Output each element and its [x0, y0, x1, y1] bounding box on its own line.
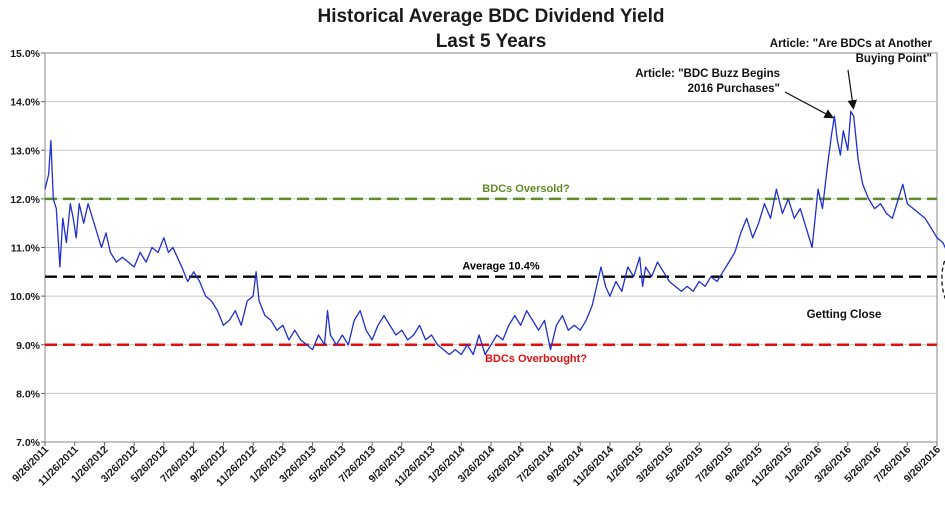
annotation-getting-close-text: Getting Close	[807, 309, 882, 321]
annotation-bdc-buzz-text: Article: "BDC Buzz Begins 2016 Purchases"	[635, 68, 780, 95]
annotation-getting-close-line: Getting Close	[807, 309, 882, 321]
annotation-buying-point-line: Article: "Are BDCs at Another	[770, 38, 933, 50]
y-tick-label: 9.0%	[16, 340, 41, 352]
annotations: Article: "BDC Buzz Begins 2016 Purchases"…	[635, 38, 945, 321]
annotation-bdc-buzz-line: Article: "BDC Buzz Begins	[635, 68, 780, 80]
y-tick-label: 8.0%	[16, 388, 41, 400]
reference-lines: BDCs Oversold? Average 10.4% BDCs Overboug…	[45, 183, 937, 365]
average-line-label: Average 10.4%	[462, 261, 539, 273]
gridlines	[45, 101, 937, 394]
annotation-bdc-buzz-arrow	[784, 91, 835, 119]
annotation-buying-point-arrow	[847, 69, 858, 110]
y-tick-label: 7.0%	[16, 437, 41, 449]
series-line	[44, 110, 945, 356]
annotation-buying-point-line: Buying Point"	[856, 53, 932, 65]
annotation-bdc-buzz-line: 2016 Purchases"	[688, 83, 780, 95]
y-tick-label: 15.0%	[10, 48, 40, 60]
overbought-line-label: BDCs Overbought?	[485, 353, 587, 365]
chart-title: Historical Average BDC Dividend Yield	[317, 6, 664, 27]
y-tick-label: 14.0%	[10, 97, 40, 109]
y-tick-label: 13.0%	[10, 145, 40, 157]
chart-subtitle: Last 5 Years	[436, 31, 547, 52]
annotation-buying-point-text: Article: "Are BDCs at Another Buying Poin…	[770, 38, 933, 65]
y-tick-label: 12.0%	[10, 194, 40, 206]
oversold-line-label: BDCs Oversold?	[482, 183, 570, 195]
y-tick-label: 10.0%	[10, 291, 40, 303]
series-layer	[44, 110, 945, 356]
y-tick-label: 11.0%	[11, 243, 41, 255]
